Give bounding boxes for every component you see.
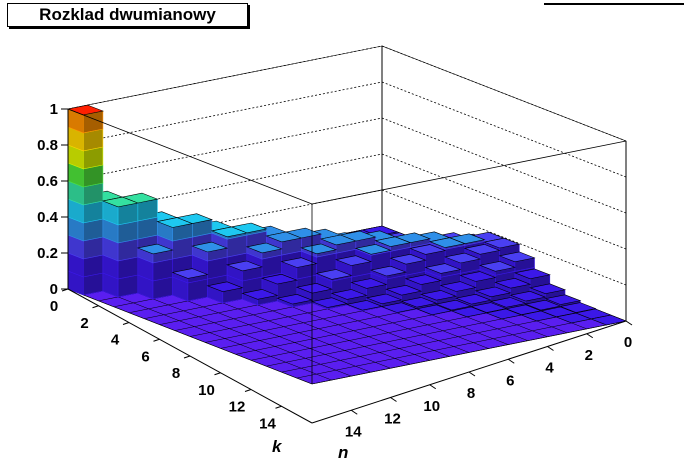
z-tick-label-0.4: 0.4 xyxy=(37,209,59,226)
n-axis-label: n xyxy=(338,443,348,462)
n-tick xyxy=(429,384,437,390)
n-tick xyxy=(390,397,397,402)
bar-n14-k14 xyxy=(555,312,593,324)
z-tick-label-0: 0 xyxy=(50,281,58,298)
k-tick xyxy=(244,389,252,392)
bar-n7-k7 xyxy=(311,297,349,310)
k-tick-label-0: 0 xyxy=(50,298,58,315)
n-tick-label-2: 2 xyxy=(585,347,593,364)
bar-n15-k15 xyxy=(590,314,628,326)
n-tick xyxy=(468,371,476,377)
k-tick-label-12: 12 xyxy=(229,399,246,416)
bar-n2-k2 xyxy=(136,243,174,300)
n-tick-label-8: 8 xyxy=(467,385,475,402)
bar-n11-k11 xyxy=(450,306,488,318)
floor-gridline xyxy=(67,288,313,385)
n-axis: 0 2 4 6 8 10 12 14 xyxy=(311,320,633,440)
chart-title: Rozklad dwumianowy xyxy=(7,3,248,27)
n-tick-label-6: 6 xyxy=(506,372,514,389)
k-tick-label-10: 10 xyxy=(198,382,215,399)
k-tick-label-2: 2 xyxy=(80,315,88,332)
floor-gridline xyxy=(311,320,627,385)
k-tick-label-14: 14 xyxy=(259,415,276,432)
k-tick xyxy=(122,322,130,325)
n-tick xyxy=(625,320,633,326)
bar-n3-k3 xyxy=(171,268,209,302)
n-tick-label-10: 10 xyxy=(423,398,440,415)
z-axis: 0 0.2 0.4 0.6 0.8 1 xyxy=(37,101,68,298)
z-tick-label-0.2: 0.2 xyxy=(37,245,58,262)
k-tick-label-6: 6 xyxy=(141,348,149,365)
n-tick-label-12: 12 xyxy=(384,411,401,428)
k-tick xyxy=(153,338,160,342)
k-tick-label-8: 8 xyxy=(172,365,180,382)
floor-gridline xyxy=(296,314,611,379)
frame-front xyxy=(67,108,627,384)
bar-n0-k0 xyxy=(66,104,104,296)
z-tick-label-0.6: 0.6 xyxy=(37,173,58,190)
n-tick xyxy=(350,409,358,415)
n-tick xyxy=(586,333,594,339)
k-axis-label: k xyxy=(272,437,283,456)
stat-box-edge xyxy=(544,3,684,5)
k-tick-label-4: 4 xyxy=(111,332,120,349)
k-tick xyxy=(275,405,282,409)
bars xyxy=(66,104,628,326)
bar-n12-k12 xyxy=(485,308,523,320)
bar-n4-k4 xyxy=(206,281,244,304)
n-axis-line xyxy=(311,320,627,424)
floor-gridline xyxy=(87,284,332,381)
z-gridline xyxy=(67,45,383,110)
bar-n13-k13 xyxy=(520,310,558,322)
z-gridline xyxy=(67,81,383,146)
bar-n1-k1 xyxy=(101,196,139,298)
k-axis-line xyxy=(67,288,313,424)
frame-edge xyxy=(311,140,627,205)
n-tick-label-14: 14 xyxy=(345,423,362,440)
bar-n6-k6 xyxy=(276,293,314,308)
z-gridline xyxy=(67,117,383,182)
n-tick-label-4: 4 xyxy=(545,360,554,377)
k-tick xyxy=(183,355,191,359)
k-tick xyxy=(214,372,221,376)
n-tick xyxy=(547,346,554,351)
n-tick xyxy=(507,358,515,364)
z-tick-label-1: 1 xyxy=(50,101,58,118)
n-tick-label-0: 0 xyxy=(624,334,632,351)
k-tick xyxy=(61,288,69,292)
k-tick xyxy=(92,305,99,309)
k-axis: 0 2 4 6 8 10 12 14 xyxy=(50,288,313,432)
z-tick-label-0.8: 0.8 xyxy=(37,137,58,154)
bar-n5-k5 xyxy=(241,289,279,306)
frame-edge xyxy=(67,108,313,205)
bar-n9-k9 xyxy=(380,302,418,314)
